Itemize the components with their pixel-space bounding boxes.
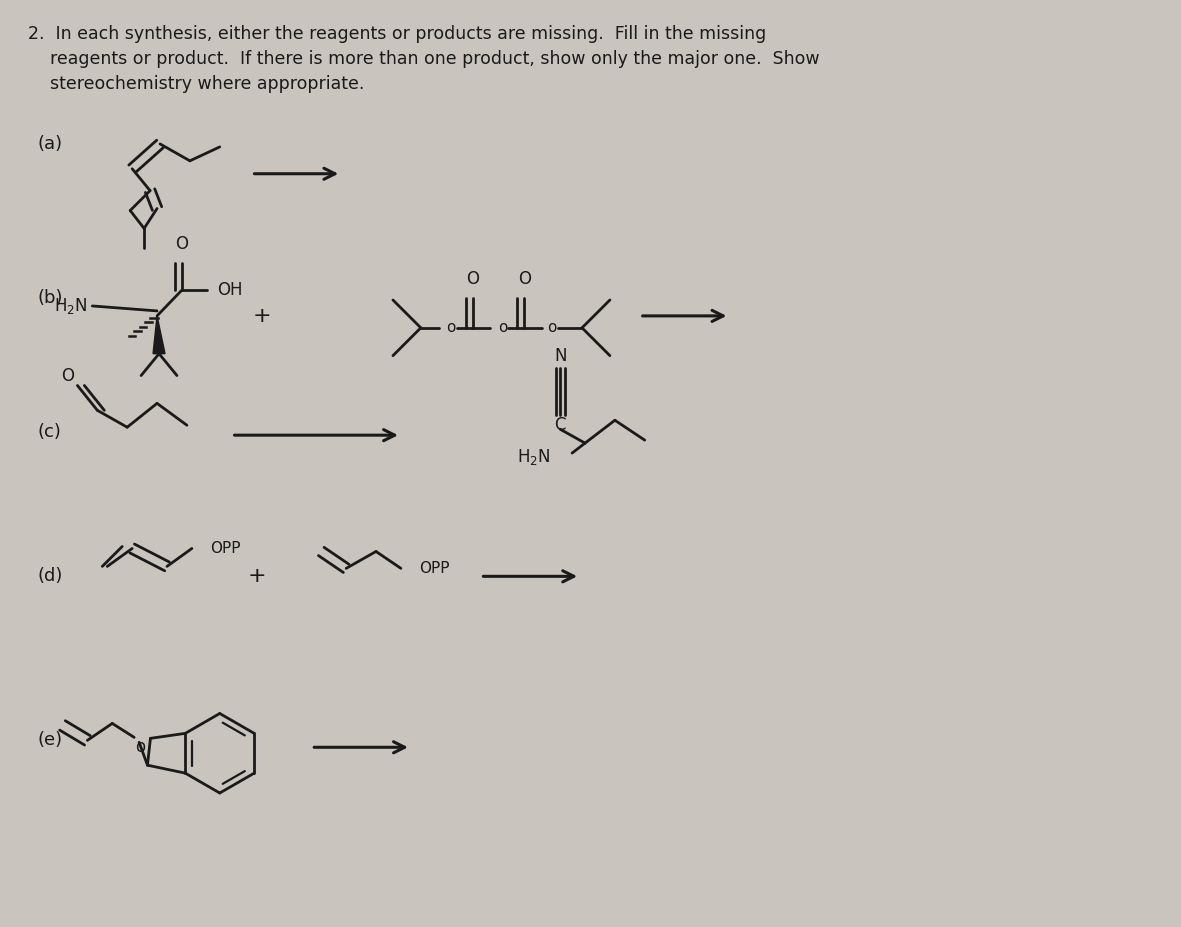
Text: (a): (a) bbox=[38, 135, 63, 153]
Text: H$_2$N: H$_2$N bbox=[517, 447, 550, 467]
Text: o: o bbox=[135, 738, 145, 756]
Text: (b): (b) bbox=[38, 289, 63, 307]
Text: O: O bbox=[61, 366, 74, 385]
Text: (e): (e) bbox=[38, 731, 63, 749]
Text: o: o bbox=[497, 321, 507, 336]
Text: +: + bbox=[247, 566, 266, 586]
Text: O: O bbox=[517, 270, 530, 288]
Text: OPP: OPP bbox=[210, 541, 240, 556]
Text: O: O bbox=[176, 235, 189, 253]
Text: +: + bbox=[253, 306, 270, 326]
Text: O: O bbox=[466, 270, 479, 288]
Text: (c): (c) bbox=[38, 424, 61, 441]
Text: 2.  In each synthesis, either the reagents or products are missing.  Fill in the: 2. In each synthesis, either the reagent… bbox=[27, 25, 820, 93]
Text: o: o bbox=[548, 321, 557, 336]
Text: OH: OH bbox=[217, 281, 242, 299]
Text: (d): (d) bbox=[38, 567, 63, 585]
Text: C: C bbox=[554, 416, 566, 434]
Text: o: o bbox=[446, 321, 456, 336]
Text: H$_2$N: H$_2$N bbox=[54, 296, 87, 316]
Polygon shape bbox=[154, 316, 165, 354]
Text: N: N bbox=[554, 347, 567, 364]
Text: OPP: OPP bbox=[419, 561, 449, 576]
